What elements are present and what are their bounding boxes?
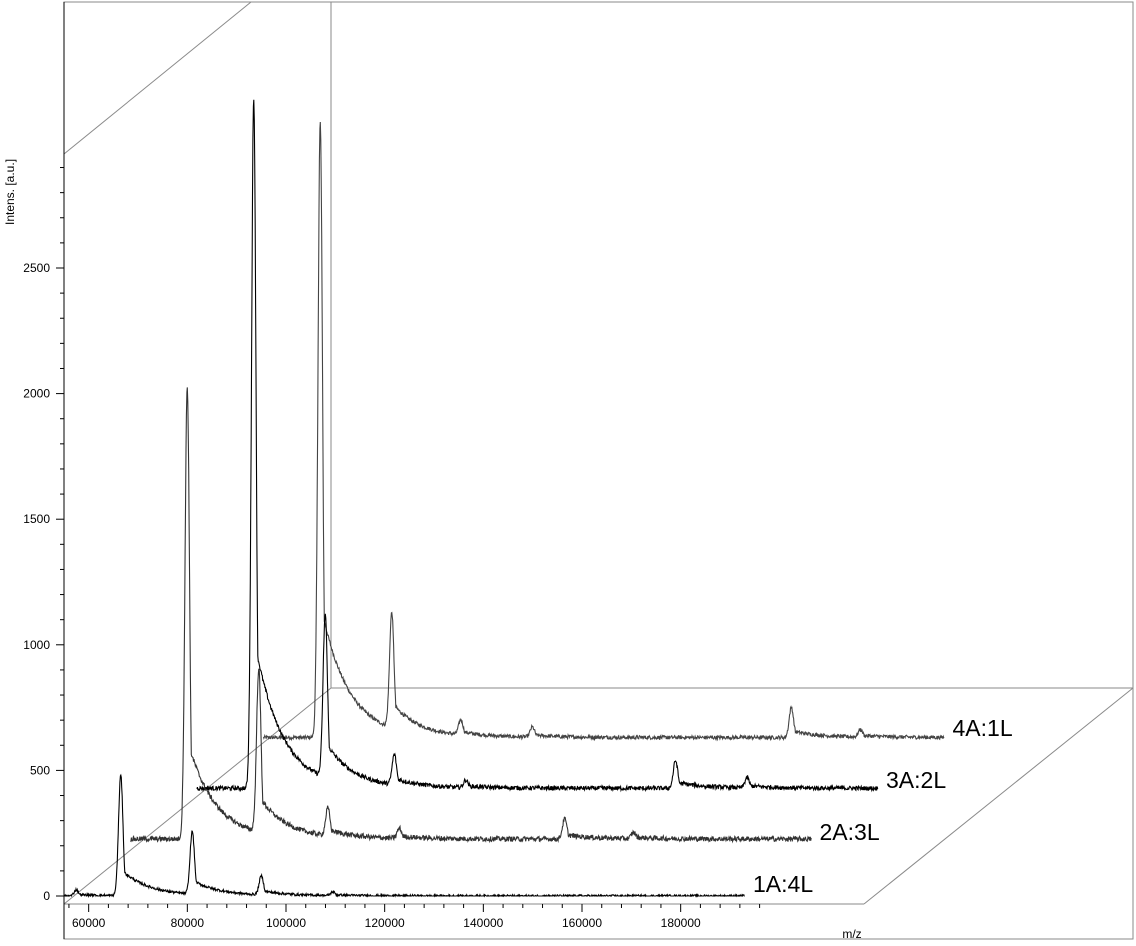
x-tick-label: 60000	[72, 916, 106, 930]
series-traces	[63, 99, 945, 899]
series-trace-1a-4l	[63, 773, 745, 899]
x-tick-label: 160000	[562, 916, 602, 930]
x-tick-label: 180000	[661, 916, 701, 930]
y-tick-label: 1500	[23, 512, 50, 526]
x-tick-label: 140000	[463, 916, 503, 930]
floor-left-diagonal	[63, 687, 332, 905]
series-trace-2a-3l	[130, 387, 812, 844]
series-label: 3A:2L	[886, 767, 946, 793]
y-axis-title: Intens. [a.u.]	[3, 159, 17, 225]
y-tick-label: 2500	[23, 261, 50, 275]
top-diagonal-edge	[63, 1, 252, 155]
x-axis-title: m/z	[842, 927, 861, 941]
x-tick-label: 100000	[266, 916, 306, 930]
outer-frame	[63, 1, 1134, 940]
series-trace-4a-1l	[262, 121, 945, 742]
y-tick-label: 2000	[23, 387, 50, 401]
series-label: 2A:3L	[820, 819, 880, 845]
plot-frame	[63, 1, 1134, 940]
y-tick-label: 1000	[23, 638, 50, 652]
series-label: 4A:1L	[953, 715, 1013, 741]
x-tick-label: 80000	[171, 916, 205, 930]
axes: 0 500 1000 1500 2000 2500 60000 80000 100000 1200…	[23, 2, 761, 939]
x-tick-label: 120000	[365, 916, 405, 930]
series-trace-3a-2l	[196, 99, 879, 793]
y-tick-label: 500	[30, 763, 50, 777]
floor-right-diagonal	[863, 687, 1134, 905]
y-tick-label: 0	[43, 889, 50, 903]
series-label: 1A:4L	[753, 871, 813, 897]
